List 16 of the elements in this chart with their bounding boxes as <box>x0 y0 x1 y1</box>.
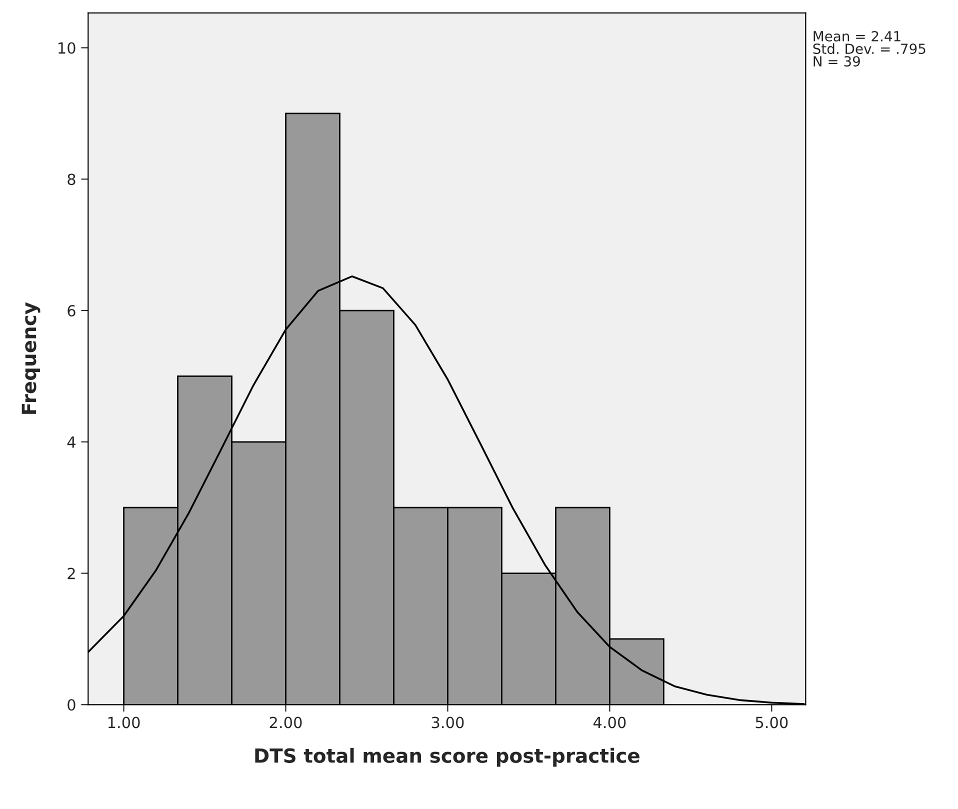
y-tick-label: 6 <box>68 304 76 317</box>
text: N = 39 <box>814 56 860 67</box>
y-tick-label: 10 <box>58 42 76 54</box>
y-axis-title: Frequency <box>22 302 40 414</box>
text: Std. Dev. = .795 <box>813 43 926 54</box>
x-tick-label: 1.00 <box>108 716 140 728</box>
y-tick-label: 4 <box>67 436 76 448</box>
y-tick-label: 0 <box>68 699 76 711</box>
text: Mean = 2.41 <box>814 30 900 42</box>
x-tick-label: 5.00 <box>756 716 788 728</box>
y-tick-label: 8 <box>68 174 76 186</box>
x-axis-title: DTS total mean score post-practice <box>255 748 640 767</box>
y-tick-label: 2 <box>68 568 75 580</box>
x-tick-label: 4.00 <box>593 716 626 728</box>
x-tick-label: 3.00 <box>432 716 464 728</box>
x-tick-label: 2.00 <box>270 716 302 728</box>
